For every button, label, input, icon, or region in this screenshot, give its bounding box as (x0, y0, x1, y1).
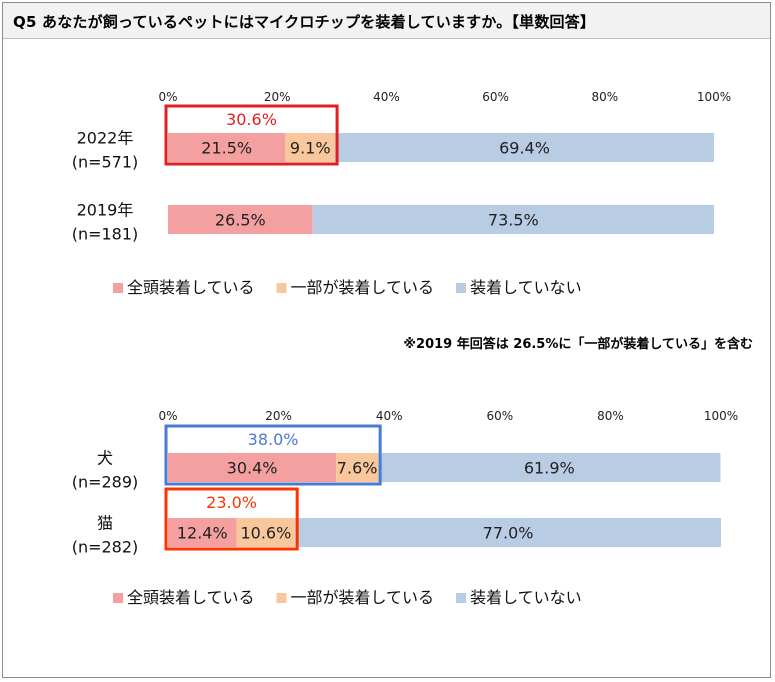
data-label: 61.9% (524, 459, 575, 478)
category-sublabel: (n=181) (72, 225, 139, 244)
legend-swatch (113, 283, 123, 293)
legend-swatch (113, 593, 123, 603)
bar-segment (295, 518, 721, 547)
data-label: 12.4% (177, 524, 228, 543)
data-label: 77.0% (483, 524, 534, 543)
x-tick-label: 0% (158, 90, 177, 104)
bar-segment (168, 133, 286, 162)
data-label: 73.5% (488, 211, 539, 230)
data-label: 9.1% (290, 139, 331, 158)
bar-segment (236, 518, 296, 547)
question-title: Q5 あなたが飼っているペットにはマイクロチップを装着していますか。【単数回答】 (13, 13, 596, 31)
x-tick-label: 80% (597, 409, 624, 423)
bar-segment (335, 133, 714, 162)
footnote: ※2019 年回答は 26.5%に「一部が装着している」を含む (403, 337, 753, 352)
x-tick-label: 60% (486, 409, 513, 423)
data-label: 69.4% (499, 139, 550, 158)
bar-segment (168, 453, 337, 482)
bar-segment (168, 205, 313, 234)
x-tick-label: 40% (373, 90, 400, 104)
category-label: 2022年 (77, 129, 134, 148)
legend-label: 一部が装着している (291, 588, 435, 607)
legend-swatch (456, 593, 467, 603)
category-sublabel: (n=289) (72, 473, 139, 492)
highlight-total-label: 30.6% (226, 110, 277, 129)
x-tick-label: 100% (697, 90, 731, 104)
bar-segment (285, 133, 336, 162)
category-label: 2019年 (77, 201, 134, 220)
category-sublabel: (n=571) (72, 153, 139, 172)
data-label: 10.6% (240, 524, 291, 543)
bar-segment (336, 453, 379, 482)
legend-label: 全頭装着している (127, 588, 255, 607)
data-label: 26.5% (215, 211, 266, 230)
x-tick-label: 20% (265, 409, 292, 423)
legend-label: 一部が装着している (291, 278, 435, 297)
x-tick-label: 100% (704, 409, 738, 423)
highlight-box (164, 424, 382, 486)
x-tick-label: 80% (591, 90, 618, 104)
highlight-total-label: 38.0% (248, 430, 299, 449)
bar-segment (168, 518, 237, 547)
bar-segment (378, 453, 721, 482)
legend-label: 装着していない (470, 588, 582, 607)
data-label: 7.6% (337, 459, 378, 478)
legend-swatch (276, 283, 287, 293)
data-label: 21.5% (201, 139, 252, 158)
legend-label: 全頭装着している (127, 278, 255, 297)
legend-swatch (456, 283, 467, 293)
legend-label: 装着していない (470, 278, 582, 297)
category-label: 猫 (97, 514, 113, 533)
highlight-box (164, 104, 339, 166)
x-tick-label: 0% (158, 409, 177, 423)
x-tick-label: 40% (376, 409, 403, 423)
legend-swatch (276, 593, 287, 603)
highlight-box (164, 487, 299, 551)
highlight-total-label: 23.0% (206, 493, 257, 512)
category-sublabel: (n=282) (72, 538, 139, 557)
category-label: 犬 (97, 449, 113, 468)
question-header: Q5 あなたが飼っているペットにはマイクロチップを装着していますか。【単数回答】 (3, 3, 770, 39)
x-tick-label: 20% (264, 90, 291, 104)
data-label: 30.4% (227, 459, 278, 478)
x-tick-label: 60% (482, 90, 509, 104)
bar-segment (312, 205, 714, 234)
